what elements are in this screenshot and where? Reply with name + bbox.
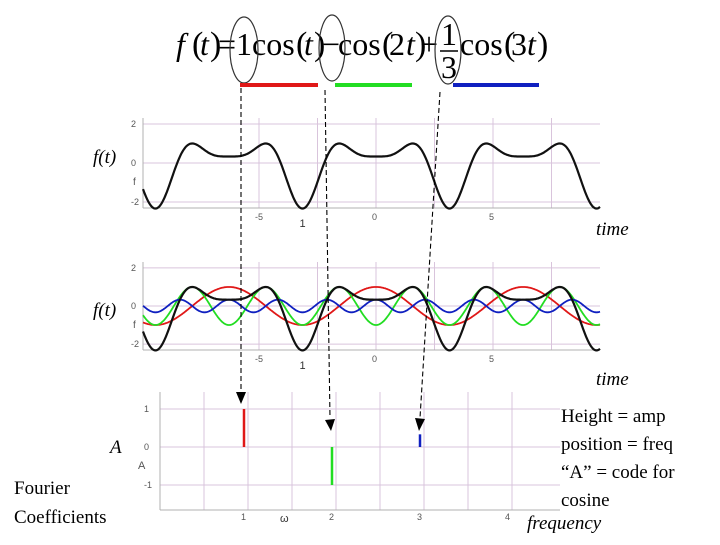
panel2-xlabel: time xyxy=(596,369,629,390)
formula-cos-3: cos xyxy=(460,26,503,62)
arrowhead-3 xyxy=(415,418,425,431)
formula-paren: ( xyxy=(296,26,307,63)
note-line-4: cosine xyxy=(561,490,610,511)
formula-coef-2: 2 xyxy=(389,26,405,62)
curve-sum xyxy=(141,285,601,352)
panel3-ylabel: A xyxy=(108,437,122,458)
plot-panels: 2 0 -2 f -5 0 5 1 2 0 -2 f -5 0 5 1 1 0 -1 A 1 2 3 4 ω xyxy=(131,118,601,525)
x-tick-label: 5 xyxy=(489,354,494,364)
x-tick-label: 1 xyxy=(241,512,246,522)
y-tick-label: 0 xyxy=(131,158,136,168)
arrowhead-1 xyxy=(236,392,246,404)
formula-paren: ) xyxy=(537,26,548,63)
formula-cos-1: cos xyxy=(252,26,295,62)
note-line-1: Height = amp xyxy=(561,406,666,427)
y-tick-label: 1 xyxy=(144,404,149,414)
formula-f: f xyxy=(176,26,189,62)
circle-coef-3 xyxy=(434,15,462,85)
x-tick-label: 5 xyxy=(489,212,494,222)
y-axis-letter: f xyxy=(133,177,136,188)
x-pi-mark: 1 xyxy=(299,218,305,230)
panel3-xlabel: frequency xyxy=(527,513,602,534)
formula-coef-3: 3 xyxy=(511,26,527,62)
formula-t3: t xyxy=(527,26,537,62)
formula-paren: ( xyxy=(192,26,203,63)
y-tick-label: -2 xyxy=(131,339,139,349)
x-tick-label: 2 xyxy=(329,512,334,522)
formula-t1: t xyxy=(304,26,314,62)
formula-plus: + xyxy=(420,26,438,62)
y-tick-label: 2 xyxy=(131,119,136,129)
panel1-xlabel: time xyxy=(596,219,629,240)
curve-term1 xyxy=(142,286,601,326)
arrow-heads xyxy=(236,392,425,431)
x-tick-label: 4 xyxy=(505,512,510,522)
arrowhead-2 xyxy=(325,419,335,431)
formula-paren: ( xyxy=(382,26,393,63)
formula-frac-num: 1 xyxy=(441,16,457,52)
x-tick-label: -5 xyxy=(255,212,263,222)
formula-t: t xyxy=(200,26,210,62)
x-tick-label: -5 xyxy=(255,354,263,364)
side-label-coefficients: Coefficients xyxy=(14,507,107,528)
panel1-ylabel: f(t) xyxy=(93,147,116,168)
y-tick-label: 0 xyxy=(131,301,136,311)
formula-minus: − xyxy=(322,26,340,62)
x-pi-mark: 1 xyxy=(299,360,305,372)
notes: Height = amp position = freq “A” = code … xyxy=(561,406,675,511)
panel2-ylabel: f(t) xyxy=(93,300,116,321)
formula: f ( t ) = 1 cos ( t ) − cos ( 2 t ) + 1 … xyxy=(176,16,548,85)
note-line-2: position = freq xyxy=(561,434,674,455)
formula-equals: = xyxy=(218,26,236,62)
formula-paren: ( xyxy=(504,26,515,63)
formula-coef-1: 1 xyxy=(236,26,252,62)
curve-sum xyxy=(141,142,601,210)
y-tick-label: 2 xyxy=(131,263,136,273)
y-axis-letter: f xyxy=(133,320,136,331)
formula-paren: ) xyxy=(415,26,426,63)
note-line-3: “A” = code for xyxy=(561,462,675,483)
formula-frac-den: 3 xyxy=(441,49,457,85)
arrow-coef-3 xyxy=(419,91,441,419)
omega-label: ω xyxy=(280,513,289,525)
y-tick-label: 0 xyxy=(144,442,149,452)
x-tick-label: 0 xyxy=(372,212,377,222)
y-tick-label: -2 xyxy=(131,197,139,207)
curve-term2 xyxy=(142,286,601,326)
circle-coef-2 xyxy=(318,14,346,82)
y-axis-letter: A xyxy=(138,460,146,472)
arrow-coef-2 xyxy=(324,89,331,419)
formula-paren: ) xyxy=(210,26,221,63)
x-tick-label: 3 xyxy=(417,512,422,522)
x-tick-label: 0 xyxy=(372,354,377,364)
dashed-arrows xyxy=(240,88,441,419)
formula-t2: t xyxy=(406,26,416,62)
y-tick-label: -1 xyxy=(144,480,152,490)
side-label-fourier: Fourier xyxy=(14,478,71,499)
